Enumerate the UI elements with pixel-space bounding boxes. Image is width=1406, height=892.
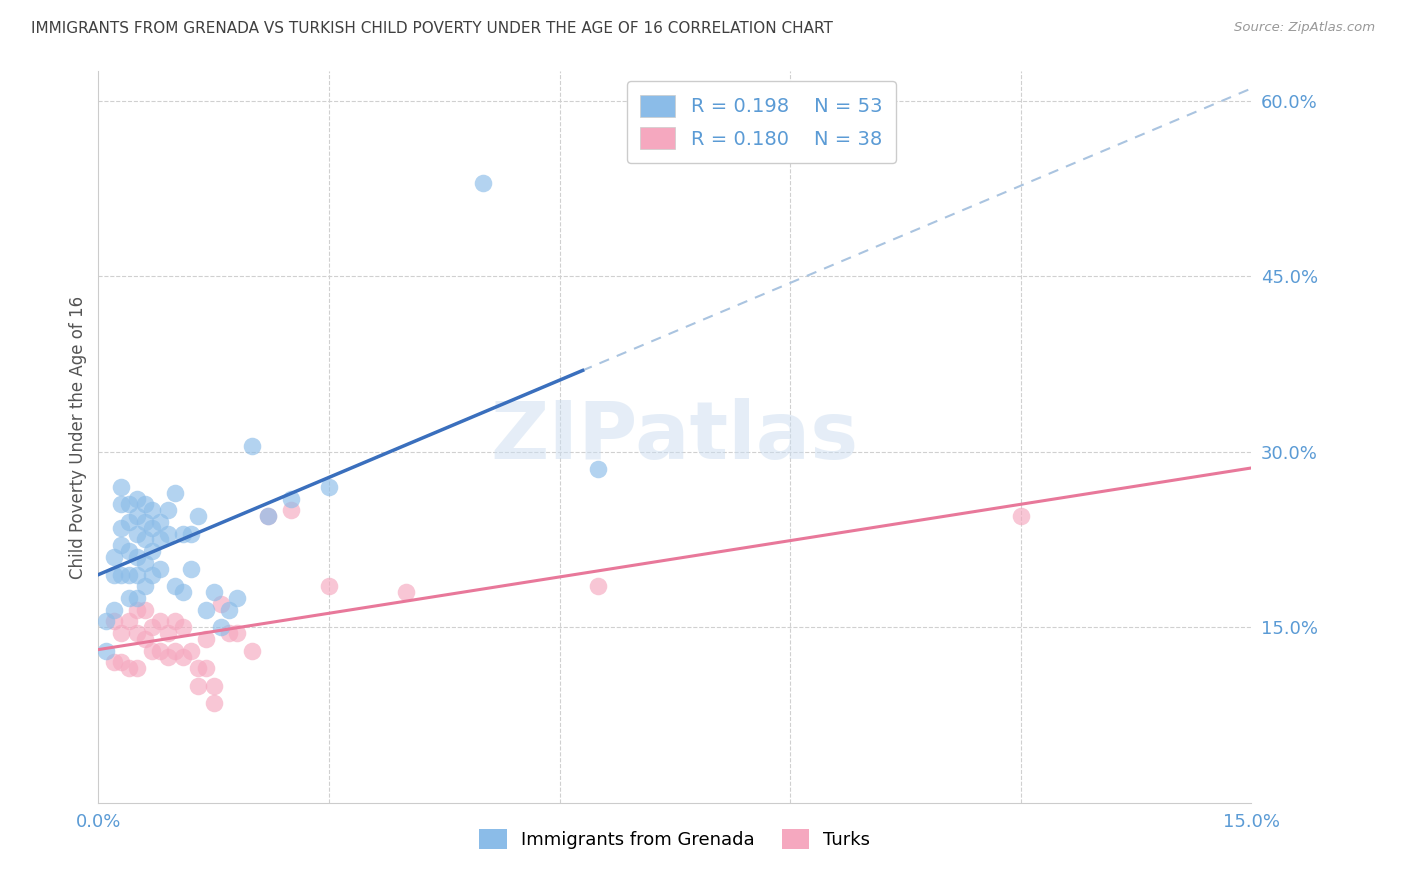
Point (318, 480, 340, 494)
Point (165, 485, 187, 500)
Point (103, 603, 125, 617)
Point (172, 526, 194, 541)
Point (218, 603, 240, 617)
Point (125, 491, 148, 506)
Point (165, 579, 187, 593)
Point (156, 626, 179, 640)
Point (225, 591, 247, 605)
Point (165, 615, 187, 629)
Point (125, 603, 148, 617)
Point (256, 509, 278, 524)
Text: ZIPatlas: ZIPatlas (491, 398, 859, 476)
Point (110, 567, 132, 582)
Point (141, 567, 163, 582)
Point (110, 656, 132, 670)
Point (149, 533, 172, 547)
Point (280, 491, 302, 506)
Text: IMMIGRANTS FROM GRENADA VS TURKISH CHILD POVERTY UNDER THE AGE OF 16 CORRELATION: IMMIGRANTS FROM GRENADA VS TURKISH CHILD… (31, 21, 832, 37)
Point (141, 643, 163, 657)
Point (134, 497, 156, 511)
Point (195, 661, 218, 675)
Point (103, 615, 125, 629)
Point (118, 661, 141, 675)
Point (280, 503, 302, 517)
Point (172, 649, 194, 664)
Point (586, 579, 609, 593)
Point (172, 620, 194, 634)
Point (125, 526, 148, 541)
Point (187, 679, 209, 693)
Point (94, 615, 117, 629)
Point (318, 579, 340, 593)
Point (187, 661, 209, 675)
Point (125, 661, 148, 675)
Point (218, 626, 240, 640)
Point (134, 603, 156, 617)
Point (225, 626, 247, 640)
Point (149, 562, 172, 576)
Text: Source: ZipAtlas.com: Source: ZipAtlas.com (1234, 21, 1375, 35)
Point (586, 462, 609, 476)
Point (172, 585, 194, 599)
Point (195, 632, 218, 646)
Point (118, 497, 141, 511)
Point (118, 591, 141, 605)
Point (110, 521, 132, 535)
Point (134, 632, 156, 646)
Point (165, 643, 187, 657)
Point (180, 643, 202, 657)
Point (110, 538, 132, 552)
Point (149, 643, 172, 657)
Point (94, 643, 117, 657)
Point (125, 549, 148, 564)
Point (195, 603, 218, 617)
Point (134, 556, 156, 570)
Point (240, 439, 263, 453)
Point (156, 649, 179, 664)
Point (118, 544, 141, 558)
Point (202, 585, 225, 599)
Point (180, 526, 202, 541)
Point (256, 509, 278, 524)
Point (1010, 509, 1032, 524)
Point (118, 615, 141, 629)
Point (110, 480, 132, 494)
Point (125, 567, 148, 582)
Legend: Immigrants from Grenada, Turks: Immigrants from Grenada, Turks (472, 822, 877, 856)
Point (118, 567, 141, 582)
Point (149, 615, 172, 629)
Point (134, 533, 156, 547)
Point (202, 696, 225, 710)
Y-axis label: Child Poverty Under the Age of 16: Child Poverty Under the Age of 16 (69, 295, 87, 579)
Point (134, 515, 156, 529)
Point (209, 597, 232, 611)
Point (103, 656, 125, 670)
Point (141, 521, 163, 535)
Point (395, 585, 418, 599)
Point (103, 567, 125, 582)
Point (134, 579, 156, 593)
Point (202, 679, 225, 693)
Point (141, 544, 163, 558)
Point (118, 515, 141, 529)
Point (209, 620, 232, 634)
Point (110, 497, 132, 511)
Point (149, 515, 172, 529)
Point (180, 562, 202, 576)
Point (103, 549, 125, 564)
Point (125, 509, 148, 524)
Point (471, 176, 494, 190)
Point (156, 526, 179, 541)
Point (240, 643, 263, 657)
Point (141, 620, 163, 634)
Point (141, 503, 163, 517)
Point (187, 509, 209, 524)
Point (156, 503, 179, 517)
Point (125, 591, 148, 605)
Point (125, 626, 148, 640)
Point (110, 626, 132, 640)
